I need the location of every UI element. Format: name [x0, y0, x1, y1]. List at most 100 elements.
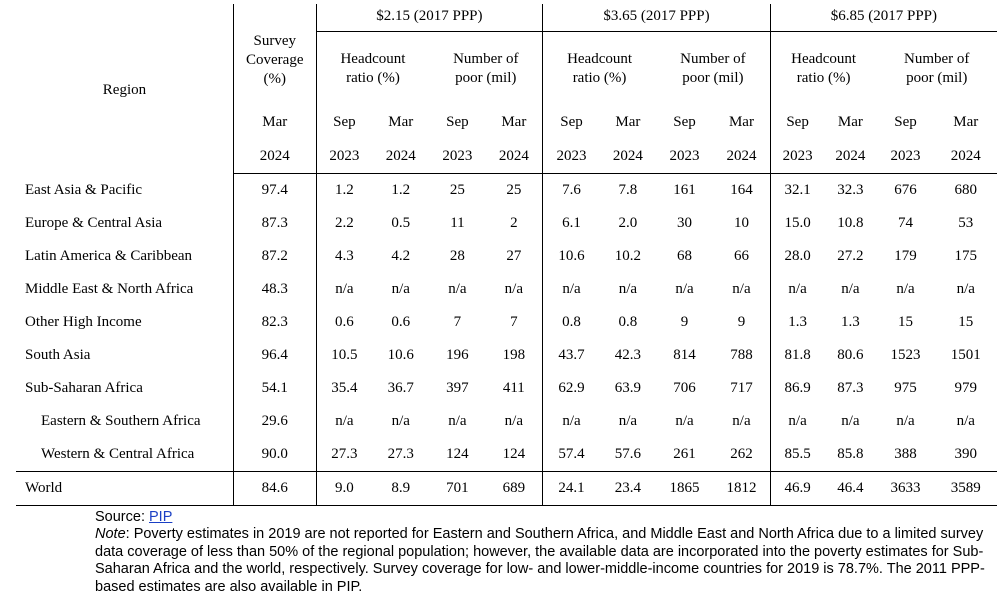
value-cell: 261 [673, 446, 696, 462]
headcount-header-365: Headcount ratio (%) [542, 31, 656, 106]
table-row: Middle East & North Africa 48.3 n/a n/a n/a n… [16, 273, 997, 306]
region-name: Sub-Saharan Africa [25, 380, 143, 396]
coverage-cell: 87.2 [232, 240, 317, 273]
value-cell: 7.8 [618, 182, 638, 198]
region-name: East Asia & Pacific [25, 181, 143, 198]
value-cell: n/a [448, 413, 467, 429]
value-cell: 35.4 [315, 372, 373, 405]
value-cell: 15.0 [769, 207, 825, 240]
value-cell: 85.8 [837, 446, 864, 462]
coverage-cell: 90.0 [232, 438, 317, 472]
coverage-cell: 87.3 [232, 207, 317, 240]
value-cell: 0.6 [315, 306, 373, 339]
year-label: 2024 [485, 139, 543, 174]
region-name: Eastern & Southern Africa [41, 413, 201, 429]
value-cell: 68 [677, 248, 693, 264]
value-cell: 1.2 [391, 182, 411, 198]
value-cell: 9.0 [315, 471, 373, 506]
headcount-header-685: Headcount ratio (%) [769, 31, 877, 106]
value-cell: 2 [510, 215, 518, 231]
year-label: 2023 [769, 139, 825, 174]
coverage-cell: 48.3 [232, 273, 317, 306]
month-label: Mar [501, 114, 527, 130]
value-cell: 36.7 [387, 380, 414, 396]
year-label: 2023 [315, 139, 373, 174]
value-cell: 717 [730, 380, 753, 396]
value-cell: 0.8 [542, 306, 600, 339]
coverage-month: Mar [232, 106, 317, 139]
value-cell: 27 [506, 248, 522, 264]
year-label: 2024 [934, 139, 997, 174]
month-label: Mar [388, 114, 414, 130]
value-cell: n/a [504, 413, 523, 429]
month-label: Mar [728, 114, 754, 130]
value-cell: 124 [502, 446, 526, 462]
value-cell: n/a [769, 273, 825, 306]
value-cell: 27.3 [315, 438, 373, 472]
value-cell: 2.2 [315, 207, 373, 240]
value-cell: n/a [956, 281, 975, 297]
month-label: Sep [315, 106, 373, 139]
value-cell: 788 [730, 347, 753, 363]
value-cell: 161 [673, 182, 696, 198]
coverage-cell: 84.6 [232, 471, 317, 506]
value-cell: 10.2 [614, 248, 642, 264]
year-label: 2024 [372, 139, 430, 174]
month-label: Mar [615, 114, 641, 130]
coverage-cell: 82.3 [232, 306, 317, 339]
value-cell: 25 [449, 182, 465, 198]
value-cell: 10 [733, 215, 749, 231]
value-cell: 198 [502, 347, 526, 363]
value-cell: 6.1 [542, 207, 600, 240]
value-cell: 179 [894, 248, 917, 264]
value-cell: 10.6 [387, 347, 414, 363]
table-row: South Asia 96.4 10.5 10.6 196 198 43.7 42.3 814 7… [16, 339, 997, 372]
year-label: 2023 [655, 139, 714, 174]
region-name: Europe & Central Asia [25, 215, 163, 231]
year-label: 2024 [713, 139, 771, 174]
value-cell: 7 [510, 314, 518, 330]
table-row: East Asia & Pacific 97.4 1.2 1.2 25 25 7.6 7.8 1… [16, 173, 997, 207]
value-cell: n/a [315, 405, 373, 438]
value-cell: n/a [732, 281, 751, 297]
value-cell: 3633 [876, 471, 935, 506]
value-cell: 9 [680, 314, 689, 330]
value-cell: 46.9 [769, 471, 825, 506]
region-name: South Asia [25, 347, 91, 363]
world-row: World 84.6 9.0 8.9 701 689 24.1 23.4 1865 1812 46.… [16, 471, 997, 506]
value-cell: 27.3 [387, 446, 414, 462]
note-label: Note [95, 526, 126, 543]
source-link[interactable]: PIP [149, 509, 173, 525]
value-cell: n/a [391, 281, 410, 297]
value-cell: 43.7 [542, 339, 600, 372]
year-label: 2024 [599, 139, 656, 174]
year-label: 2024 [824, 139, 877, 174]
note-paragraph: Note: Poverty estimates in 2019 are not … [95, 526, 995, 596]
value-cell: 0.5 [391, 215, 411, 231]
value-cell: 28 [449, 248, 465, 264]
value-cell: 1812 [713, 471, 771, 506]
value-cell: 9 [737, 314, 746, 330]
value-cell: 1865 [655, 471, 714, 506]
value-cell: 85.5 [769, 438, 825, 472]
group-header-685: $6.85 (2017 PPP) [769, 4, 997, 32]
value-cell: 74 [898, 215, 914, 231]
table-row: Sub-Saharan Africa 54.1 35.4 36.7 397 411 62.9… [16, 372, 997, 405]
value-cell: n/a [391, 413, 410, 429]
year-label: 2023 [876, 139, 935, 174]
value-cell: 8.9 [372, 471, 430, 506]
value-cell: 975 [894, 380, 917, 396]
coverage-cell: 96.4 [232, 339, 317, 372]
value-cell: 4.3 [315, 240, 373, 273]
poverty-table: Region $2.15 (2017 PPP) $3.65 (2017 PPP)… [16, 4, 997, 506]
value-cell: 86.9 [769, 372, 825, 405]
value-cell: 27.2 [837, 248, 864, 264]
value-cell: 28.0 [769, 240, 825, 273]
table-body: East Asia & Pacific 97.4 1.2 1.2 25 25 7.6 7.8 1… [16, 173, 997, 506]
value-cell: 15 [898, 314, 914, 330]
value-cell: 262 [730, 446, 753, 462]
header-year-row: 2024 2023 2024 2023 2024 2023 2024 2023 … [16, 139, 997, 174]
value-cell: n/a [841, 413, 860, 429]
year-label: 2023 [429, 139, 486, 174]
table-footer: Source: PIP Note: Poverty estimates in 2… [95, 509, 995, 596]
